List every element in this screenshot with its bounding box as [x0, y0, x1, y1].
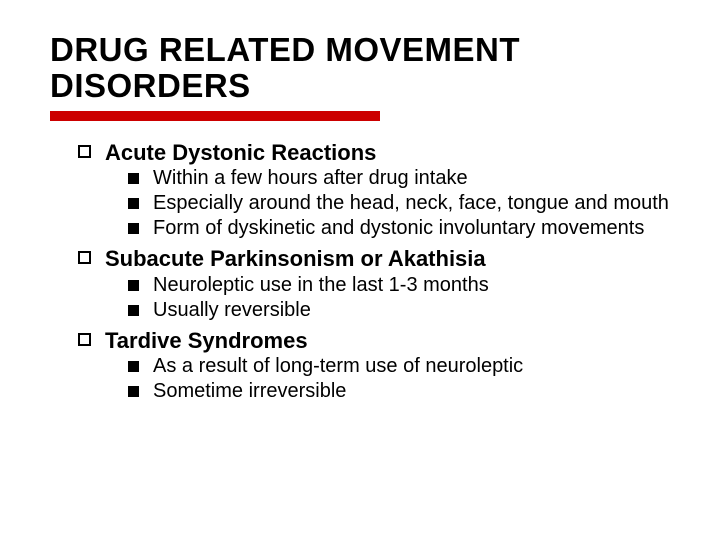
- list-item-text: Neuroleptic use in the last 1-3 months: [153, 273, 489, 298]
- list-item-text: Usually reversible: [153, 298, 311, 323]
- list-item: Neuroleptic use in the last 1-3 months: [128, 273, 670, 298]
- list-item: Form of dyskinetic and dystonic involunt…: [128, 216, 670, 241]
- hollow-square-icon: [78, 333, 91, 346]
- section-heading-text: Acute Dystonic Reactions: [105, 139, 376, 167]
- slide: DRUG RELATED MOVEMENT DISORDERS Acute Dy…: [0, 0, 720, 540]
- list-item-text: Especially around the head, neck, face, …: [153, 191, 669, 216]
- section-heading-text: Subacute Parkinsonism or Akathisia: [105, 245, 486, 273]
- section-heading-text: Tardive Syndromes: [105, 327, 308, 355]
- slide-title: DRUG RELATED MOVEMENT DISORDERS: [50, 32, 670, 105]
- section-heading: Subacute Parkinsonism or Akathisia: [78, 245, 670, 273]
- filled-square-icon: [128, 386, 139, 397]
- list-item: As a result of long-term use of neurolep…: [128, 354, 670, 379]
- filled-square-icon: [128, 305, 139, 316]
- list-item: Within a few hours after drug intake: [128, 166, 670, 191]
- list-item-text: Form of dyskinetic and dystonic involunt…: [153, 216, 644, 241]
- section-heading: Tardive Syndromes: [78, 327, 670, 355]
- list-item-text: As a result of long-term use of neurolep…: [153, 354, 523, 379]
- filled-square-icon: [128, 198, 139, 209]
- list-item: Especially around the head, neck, face, …: [128, 191, 670, 216]
- section-heading: Acute Dystonic Reactions: [78, 139, 670, 167]
- title-underline: [50, 111, 380, 121]
- hollow-square-icon: [78, 145, 91, 158]
- filled-square-icon: [128, 361, 139, 372]
- list-item-text: Sometime irreversible: [153, 379, 346, 404]
- list-item: Usually reversible: [128, 298, 670, 323]
- filled-square-icon: [128, 223, 139, 234]
- list-item: Sometime irreversible: [128, 379, 670, 404]
- list-item-text: Within a few hours after drug intake: [153, 166, 468, 191]
- filled-square-icon: [128, 280, 139, 291]
- filled-square-icon: [128, 173, 139, 184]
- hollow-square-icon: [78, 251, 91, 264]
